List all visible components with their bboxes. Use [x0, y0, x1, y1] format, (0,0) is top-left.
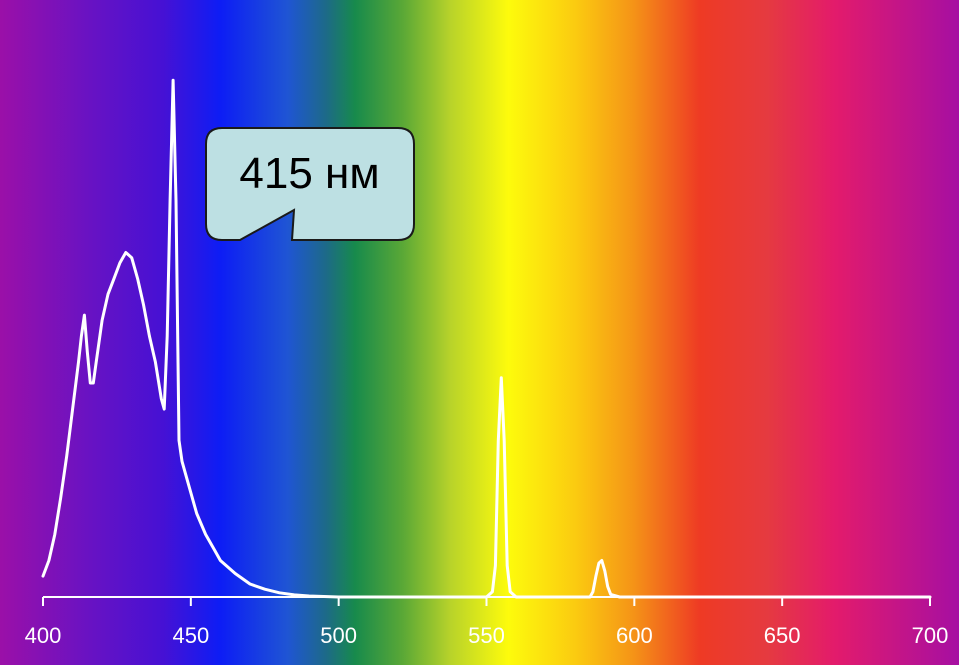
- x-tick-label: 500: [320, 623, 357, 648]
- series-line: [41, 78, 932, 599]
- x-tick-label: 650: [764, 623, 801, 648]
- x-tick-label: 400: [25, 623, 62, 648]
- x-tick-label: 600: [616, 623, 653, 648]
- x-tick-label: 550: [468, 623, 505, 648]
- x-tick-label: 450: [172, 623, 209, 648]
- x-tick-label: 700: [912, 623, 949, 648]
- series-group: [41, 78, 932, 599]
- callout-bubble: [205, 127, 415, 241]
